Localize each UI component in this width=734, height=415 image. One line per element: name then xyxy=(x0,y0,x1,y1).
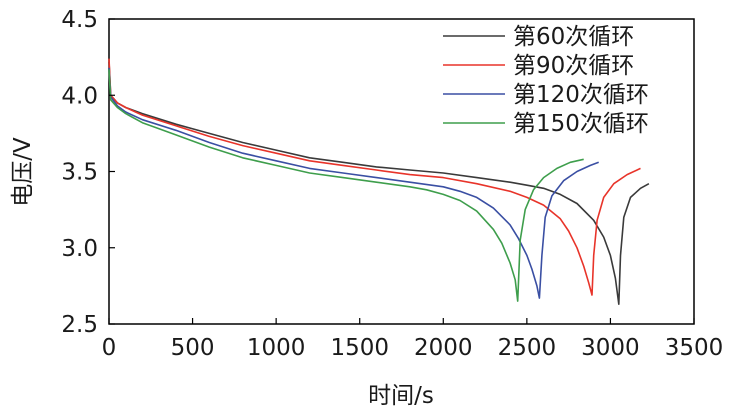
y-tick-label: 2.5 xyxy=(61,312,98,338)
series-layer xyxy=(108,58,650,306)
legend-label: 第60次循环 xyxy=(513,24,634,50)
x-tick-label: 3500 xyxy=(665,335,724,361)
series-line-3 xyxy=(108,67,599,299)
x-tick-label: 500 xyxy=(171,335,215,361)
legend-label: 第90次循环 xyxy=(513,53,634,79)
x-tick-label: 1000 xyxy=(247,335,306,361)
x-tick-label: 1500 xyxy=(330,335,389,361)
y-tick-label: 3.5 xyxy=(61,160,98,186)
series-line-4 xyxy=(108,69,584,302)
y-tick-label: 4.5 xyxy=(61,7,98,33)
y-axis: 2.5 3.0 3.5 4.0 4.5 xyxy=(61,7,115,338)
legend-label: 第150次循环 xyxy=(513,111,649,137)
x-tick-label: 2000 xyxy=(414,335,473,361)
x-axis-title: 时间/s xyxy=(368,383,434,409)
y-axis-title: 电压/V xyxy=(10,137,36,207)
x-tick-label: 3000 xyxy=(581,335,640,361)
y-tick-label: 3.0 xyxy=(61,236,98,262)
x-tick-label: 0 xyxy=(102,335,117,361)
y-tick-label: 4.0 xyxy=(61,83,98,109)
x-tick-label: 2500 xyxy=(498,335,557,361)
series-line-1 xyxy=(108,61,650,306)
legend-label: 第120次循环 xyxy=(513,82,649,108)
series-line-2 xyxy=(108,58,641,296)
x-axis: 0 500 1000 1500 2000 2500 3000 3500 xyxy=(102,318,724,361)
